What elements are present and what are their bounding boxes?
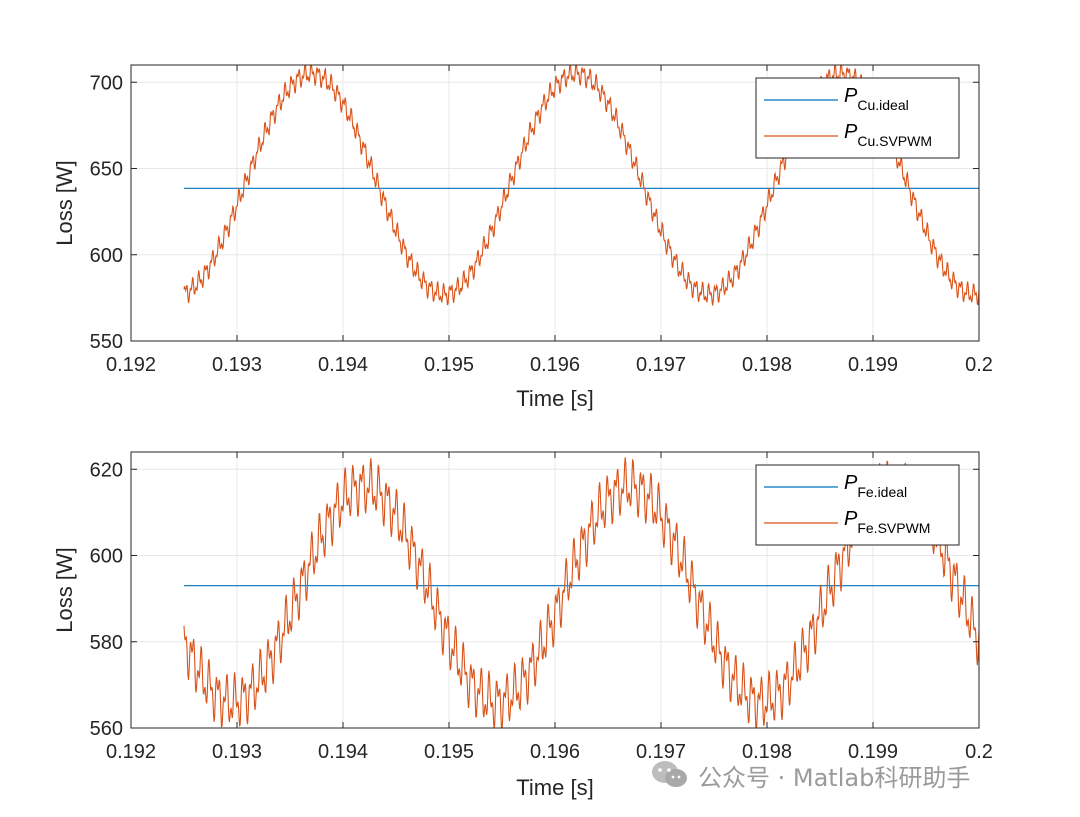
y-tick-label: 600 — [90, 546, 123, 568]
x-tick-label: 0.193 — [212, 741, 262, 763]
y-tick-label: 550 — [90, 331, 123, 353]
legend-entry: PCu.ideal — [844, 85, 909, 113]
y-tick-label: 580 — [90, 632, 123, 654]
tick-labels: 0.192 0.193 0.194 0.195 0.196 0.197 0.198 0.199… — [90, 452, 993, 763]
x-tick-label: 0.199 — [848, 741, 898, 763]
legend-box — [755, 464, 960, 546]
watermark-text: 公众号 · Matlab科研助手 — [698, 763, 971, 792]
x-tick-label: 0.196 — [530, 741, 580, 763]
x-tick-label: 0.192 — [106, 354, 156, 376]
legend: PFe.ideal PFe.SVPWM — [755, 464, 960, 546]
y-tick-label: 620 — [90, 459, 123, 481]
x-tick-label: 0.198 — [742, 741, 792, 763]
x-axis-label: Time [s] — [516, 775, 593, 800]
y-axis-label: Loss [W] — [52, 160, 77, 246]
x-tick-label: 0.192 — [106, 741, 156, 763]
x-axis-label: Time [s] — [516, 386, 593, 411]
legend-entry: PCu.SVPWM — [844, 121, 932, 149]
series-lines — [183, 65, 979, 306]
y-tick-label: 560 — [90, 718, 123, 740]
x-tick-label: 0.197 — [636, 354, 686, 376]
y-tick-label: 700 — [90, 72, 123, 94]
x-tick-label: 0.2 — [965, 741, 993, 763]
x-tick-label: 0.198 — [742, 354, 792, 376]
x-tick-label: 0.199 — [848, 354, 898, 376]
x-tick-label: 0.194 — [318, 741, 368, 763]
iron-loss-plot: 0.192 0.193 0.194 0.195 0.196 0.197 0.198 0.199… — [52, 451, 993, 800]
tick-labels: 0.192 0.193 0.194 0.195 0.196 0.197 0.198 0.199… — [90, 65, 993, 376]
x-tick-label: 0.194 — [318, 354, 368, 376]
legend: PCu.ideal PCu.SVPWM — [755, 77, 960, 159]
watermark: 公众号 · Matlab科研助手 — [650, 755, 970, 795]
x-tick-label: 0.196 — [530, 354, 580, 376]
y-tick-label: 650 — [90, 159, 123, 181]
copper-loss-plot: 0.192 0.193 0.194 0.195 0.196 0.197 0.198 0.199… — [52, 64, 993, 411]
wechat-icon — [652, 761, 687, 787]
x-tick-label: 0.193 — [212, 354, 262, 376]
y-tick-label: 600 — [90, 245, 123, 267]
legend-entry: PFe.ideal — [844, 472, 907, 500]
x-tick-label: 0.195 — [424, 354, 474, 376]
x-tick-label: 0.2 — [965, 354, 993, 376]
x-tick-label: 0.197 — [636, 741, 686, 763]
series-line-p-cu-svpwm — [183, 65, 979, 306]
legend-box — [755, 77, 960, 159]
y-axis-label: Loss [W] — [52, 547, 77, 633]
x-tick-label: 0.195 — [424, 741, 474, 763]
legend-entry: PFe.SVPWM — [844, 508, 930, 536]
